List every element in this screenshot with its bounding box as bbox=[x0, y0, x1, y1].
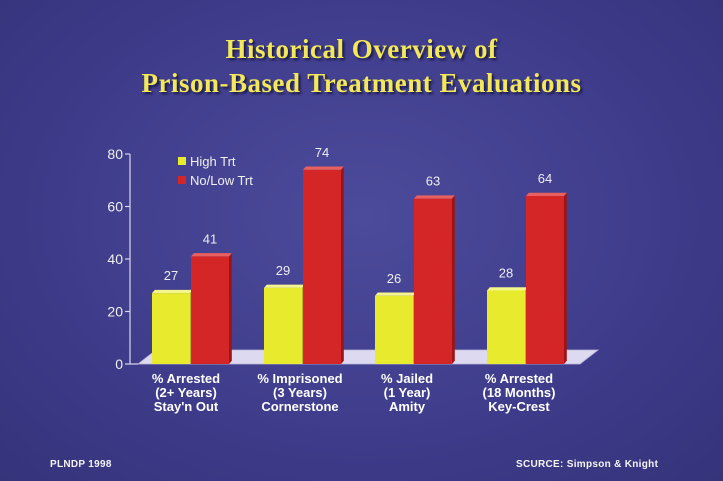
bar-value-label: 64 bbox=[538, 171, 552, 186]
y-axis: 0 20 40 60 80 bbox=[107, 146, 131, 372]
y-tick-label: 0 bbox=[115, 356, 123, 372]
bar-high-trt bbox=[152, 289, 193, 364]
bar-no-low-trt bbox=[414, 195, 455, 364]
bar-no-low-trt bbox=[526, 192, 567, 364]
legend-label: High Trt bbox=[190, 154, 236, 169]
x-category-label: % Jailed bbox=[381, 371, 433, 386]
x-category-label: % Arrested bbox=[152, 371, 220, 386]
legend-swatch bbox=[178, 176, 186, 184]
x-category-label: (18 Months) bbox=[483, 385, 556, 400]
chart-title-line-2: Prison-Based Treatment Evaluations bbox=[141, 68, 582, 98]
footer-left: PLNDP 1998 bbox=[50, 459, 112, 470]
x-category-label: % Arrested bbox=[485, 371, 553, 386]
x-axis-labels: % Arrested(2+ Years)Stay'n Out% Imprison… bbox=[152, 371, 556, 414]
x-category-label: % Imprisoned bbox=[257, 371, 342, 386]
bars: 27 29 26 28 41 74 63 64 bbox=[152, 145, 567, 364]
bar-value-label: 74 bbox=[315, 145, 329, 160]
bar-value-label: 29 bbox=[276, 263, 290, 278]
bar-no-low-trt bbox=[191, 253, 232, 364]
bar-high-trt bbox=[375, 292, 416, 364]
bar-high-trt bbox=[264, 284, 305, 364]
x-category-label: (2+ Years) bbox=[155, 385, 217, 400]
y-tick-label: 60 bbox=[107, 199, 123, 215]
bar-value-label: 41 bbox=[203, 231, 217, 246]
x-category-label: Stay'n Out bbox=[154, 399, 219, 414]
bar-value-label: 26 bbox=[387, 271, 401, 286]
bar-value-label: 28 bbox=[499, 266, 513, 281]
y-tick-label: 80 bbox=[107, 146, 123, 162]
legend: High Trt No/Low Trt bbox=[178, 154, 253, 188]
chart-title-line-1: Historical Overview of bbox=[225, 34, 498, 64]
x-category-label: (1 Year) bbox=[384, 385, 431, 400]
legend-swatch bbox=[178, 157, 186, 165]
bar-value-label: 27 bbox=[164, 268, 178, 283]
x-category-label: Cornerstone bbox=[261, 399, 338, 414]
y-tick-label: 20 bbox=[107, 304, 123, 320]
bar-high-trt bbox=[487, 287, 528, 364]
bar-no-low-trt bbox=[303, 166, 344, 364]
footer-source: SCURCE: Simpson & Knight bbox=[516, 459, 659, 470]
bar-value-label: 63 bbox=[426, 174, 440, 189]
x-category-label: (3 Years) bbox=[273, 385, 327, 400]
legend-label: No/Low Trt bbox=[190, 173, 253, 188]
x-category-label: Key-Crest bbox=[488, 399, 550, 414]
x-category-label: Amity bbox=[389, 399, 426, 414]
y-tick-label: 40 bbox=[107, 251, 123, 267]
